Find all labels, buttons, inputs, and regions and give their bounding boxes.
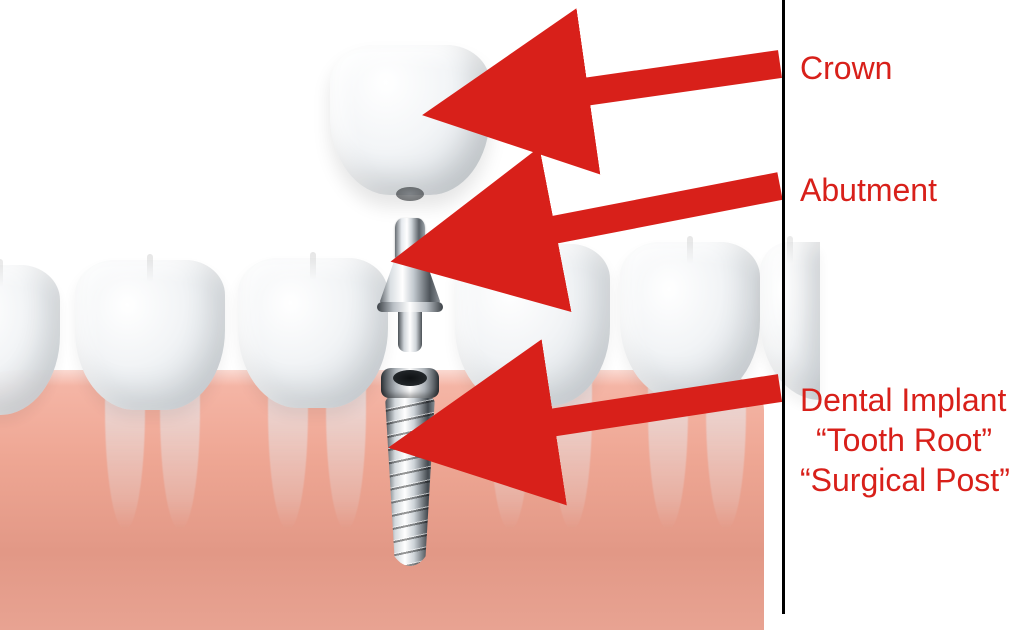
label-implant-line2: “Tooth Root” bbox=[816, 420, 992, 460]
tooth-1 bbox=[75, 260, 225, 410]
tooth-4 bbox=[620, 242, 760, 400]
prosthetic-crown bbox=[330, 45, 490, 195]
abutment-post-top bbox=[395, 218, 425, 262]
implant-body bbox=[385, 396, 435, 566]
implant-screw bbox=[379, 368, 441, 576]
abutment bbox=[379, 218, 441, 348]
label-implant-line3: “Surgical Post” bbox=[800, 460, 1010, 500]
tooth-2 bbox=[238, 258, 388, 408]
tooth-3 bbox=[455, 244, 610, 406]
dental-implant-diagram: Crown Abutment Dental Implant “Tooth Roo… bbox=[0, 0, 1024, 614]
label-implant-line1: Dental Implant bbox=[800, 380, 1006, 420]
abutment-post-bottom bbox=[398, 312, 422, 352]
abutment-rim bbox=[377, 302, 443, 312]
label-crown: Crown bbox=[800, 48, 892, 88]
implant-threads bbox=[385, 396, 435, 566]
vertical-divider bbox=[782, 0, 785, 614]
tooth-partial-right bbox=[760, 242, 820, 400]
abutment-cone bbox=[379, 258, 441, 304]
implant-bore bbox=[393, 370, 427, 386]
label-abutment: Abutment bbox=[800, 170, 937, 210]
arrow-crown bbox=[472, 64, 780, 108]
